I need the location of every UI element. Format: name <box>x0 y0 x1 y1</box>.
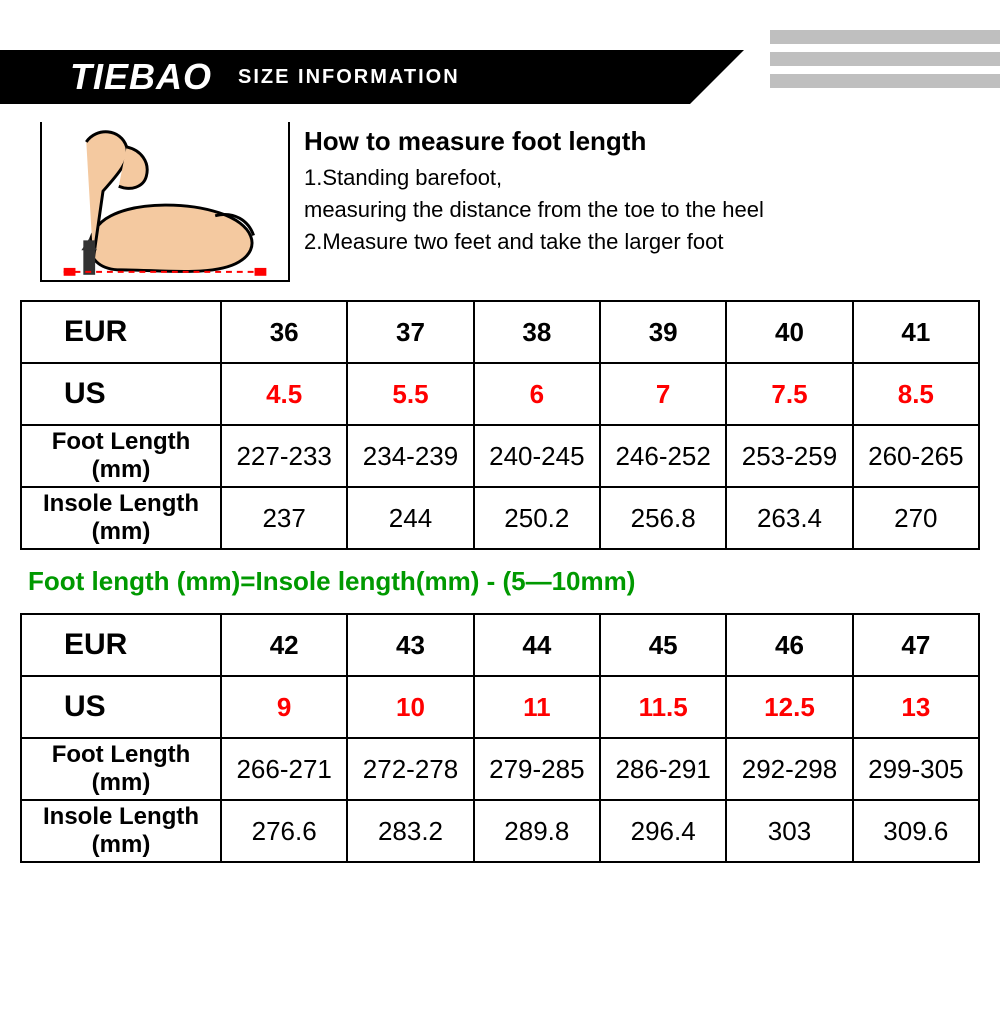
eur-val: 45 <box>600 614 726 676</box>
insole-val: 276.6 <box>221 800 347 862</box>
table-row: EUR 42 43 44 45 46 47 <box>21 614 979 676</box>
foot-icon <box>42 122 288 280</box>
insole-val: 237 <box>221 487 347 549</box>
us-val: 6 <box>474 363 600 425</box>
eur-val: 40 <box>726 301 852 363</box>
insole-val: 270 <box>853 487 979 549</box>
howto-line3: 2.Measure two feet and take the larger f… <box>304 229 764 255</box>
row-label-eur: EUR <box>21 614 221 676</box>
us-val: 13 <box>853 676 979 738</box>
foot-val: 299-305 <box>853 738 979 800</box>
foot-illustration <box>40 122 290 282</box>
us-val: 11.5 <box>600 676 726 738</box>
row-label-us: US <box>21 676 221 738</box>
us-val: 10 <box>347 676 473 738</box>
table-row: US 4.5 5.5 6 7 7.5 8.5 <box>21 363 979 425</box>
us-val: 12.5 <box>726 676 852 738</box>
foot-val: 272-278 <box>347 738 473 800</box>
insole-val: 256.8 <box>600 487 726 549</box>
howto-text: How to measure foot length 1.Standing ba… <box>304 122 764 261</box>
us-val: 11 <box>474 676 600 738</box>
brand-name: TIEBAO <box>70 56 212 98</box>
eur-val: 43 <box>347 614 473 676</box>
subtitle: SIZE INFORMATION <box>238 66 460 89</box>
foot-val: 266-271 <box>221 738 347 800</box>
insole-val: 250.2 <box>474 487 600 549</box>
eur-val: 44 <box>474 614 600 676</box>
howto-section: How to measure foot length 1.Standing ba… <box>40 122 980 282</box>
eur-val: 38 <box>474 301 600 363</box>
us-val: 7.5 <box>726 363 852 425</box>
howto-line1: 1.Standing barefoot, <box>304 165 764 191</box>
us-val: 9 <box>221 676 347 738</box>
foot-val: 240-245 <box>474 425 600 487</box>
table-row: Insole Length (mm) 237 244 250.2 256.8 2… <box>21 487 979 549</box>
table-row: Insole Length (mm) 276.6 283.2 289.8 296… <box>21 800 979 862</box>
eur-val: 46 <box>726 614 852 676</box>
table-row: US 9 10 11 11.5 12.5 13 <box>21 676 979 738</box>
insole-val: 283.2 <box>347 800 473 862</box>
foot-val: 286-291 <box>600 738 726 800</box>
insole-val: 296.4 <box>600 800 726 862</box>
title-bar: TIEBAO SIZE INFORMATION <box>0 50 690 104</box>
row-label-insole: Insole Length (mm) <box>21 800 221 862</box>
eur-val: 39 <box>600 301 726 363</box>
eur-val: 37 <box>347 301 473 363</box>
row-label-eur: EUR <box>21 301 221 363</box>
eur-val: 36 <box>221 301 347 363</box>
howto-line2: measuring the distance from the toe to t… <box>304 197 764 223</box>
insole-val: 303 <box>726 800 852 862</box>
row-label-foot: Foot Length (mm) <box>21 738 221 800</box>
insole-val: 263.4 <box>726 487 852 549</box>
us-val: 4.5 <box>221 363 347 425</box>
formula-text: Foot length (mm)=Insole length(mm) - (5—… <box>28 566 1000 597</box>
foot-val: 279-285 <box>474 738 600 800</box>
insole-val: 309.6 <box>853 800 979 862</box>
foot-val: 253-259 <box>726 425 852 487</box>
foot-val: 260-265 <box>853 425 979 487</box>
us-val: 7 <box>600 363 726 425</box>
row-label-insole: Insole Length (mm) <box>21 487 221 549</box>
foot-val: 234-239 <box>347 425 473 487</box>
foot-val: 246-252 <box>600 425 726 487</box>
row-label-foot: Foot Length (mm) <box>21 425 221 487</box>
table-row: EUR 36 37 38 39 40 41 <box>21 301 979 363</box>
eur-val: 42 <box>221 614 347 676</box>
foot-val: 292-298 <box>726 738 852 800</box>
us-val: 8.5 <box>853 363 979 425</box>
table-row: Foot Length (mm) 266-271 272-278 279-285… <box>21 738 979 800</box>
us-val: 5.5 <box>347 363 473 425</box>
eur-val: 47 <box>853 614 979 676</box>
row-label-us: US <box>21 363 221 425</box>
insole-val: 289.8 <box>474 800 600 862</box>
size-table-2: EUR 42 43 44 45 46 47 US 9 10 11 11.5 12… <box>20 613 980 863</box>
howto-title: How to measure foot length <box>304 126 764 157</box>
eur-val: 41 <box>853 301 979 363</box>
size-table-1: EUR 36 37 38 39 40 41 US 4.5 5.5 6 7 7.5… <box>20 300 980 550</box>
decor-stripes <box>770 30 1000 96</box>
foot-val: 227-233 <box>221 425 347 487</box>
insole-val: 244 <box>347 487 473 549</box>
header: TIEBAO SIZE INFORMATION <box>0 30 1000 110</box>
table-row: Foot Length (mm) 227-233 234-239 240-245… <box>21 425 979 487</box>
